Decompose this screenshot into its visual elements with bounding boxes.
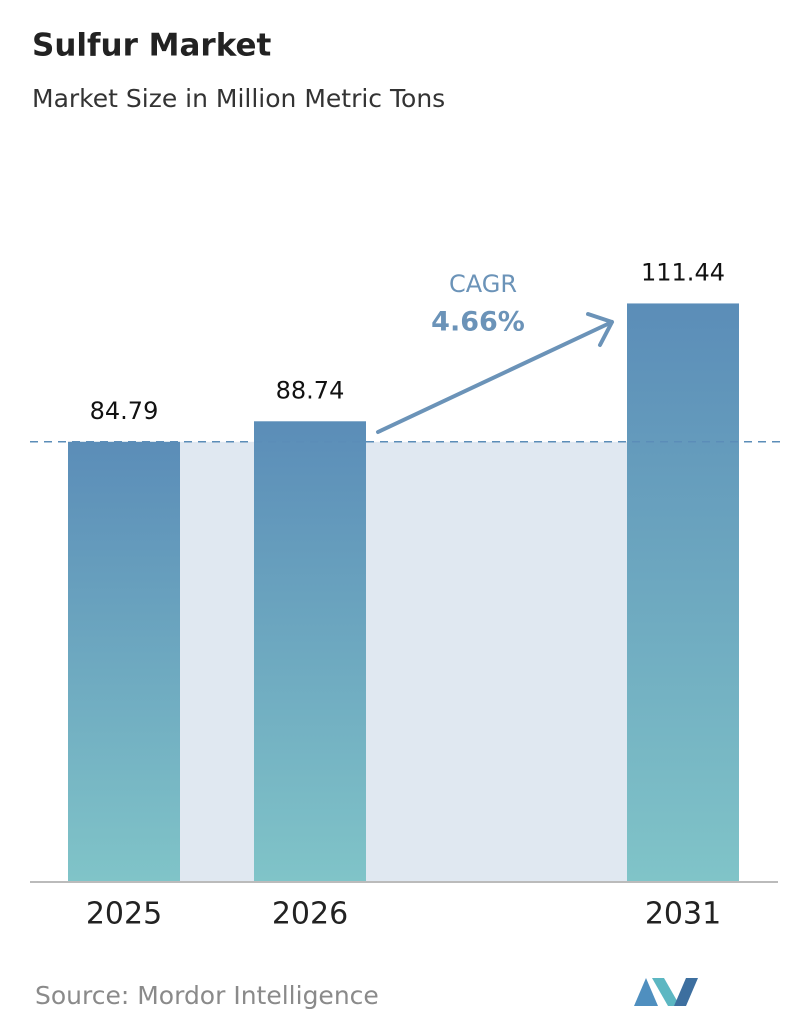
bar <box>254 421 366 882</box>
logo <box>634 978 698 1006</box>
value-label: 84.79 <box>90 397 159 425</box>
cagr-arrow <box>376 312 614 434</box>
bar <box>68 441 180 882</box>
chart-title: Sulfur Market <box>32 28 272 64</box>
chart-subtitle: Market Size in Million Metric Tons <box>32 84 445 113</box>
x-tick-label: 2031 <box>645 897 721 932</box>
value-label: 88.74 <box>276 376 345 404</box>
source: Source: Mordor Intelligence <box>35 981 379 1010</box>
value-label: 111.44 <box>641 258 725 286</box>
x-tick-label: 2026 <box>272 897 348 932</box>
x-tick-label: 2025 <box>86 897 162 932</box>
bar <box>627 303 739 882</box>
cagr-value: 4.66% <box>431 307 525 338</box>
cagr-label: CAGR <box>449 270 517 298</box>
